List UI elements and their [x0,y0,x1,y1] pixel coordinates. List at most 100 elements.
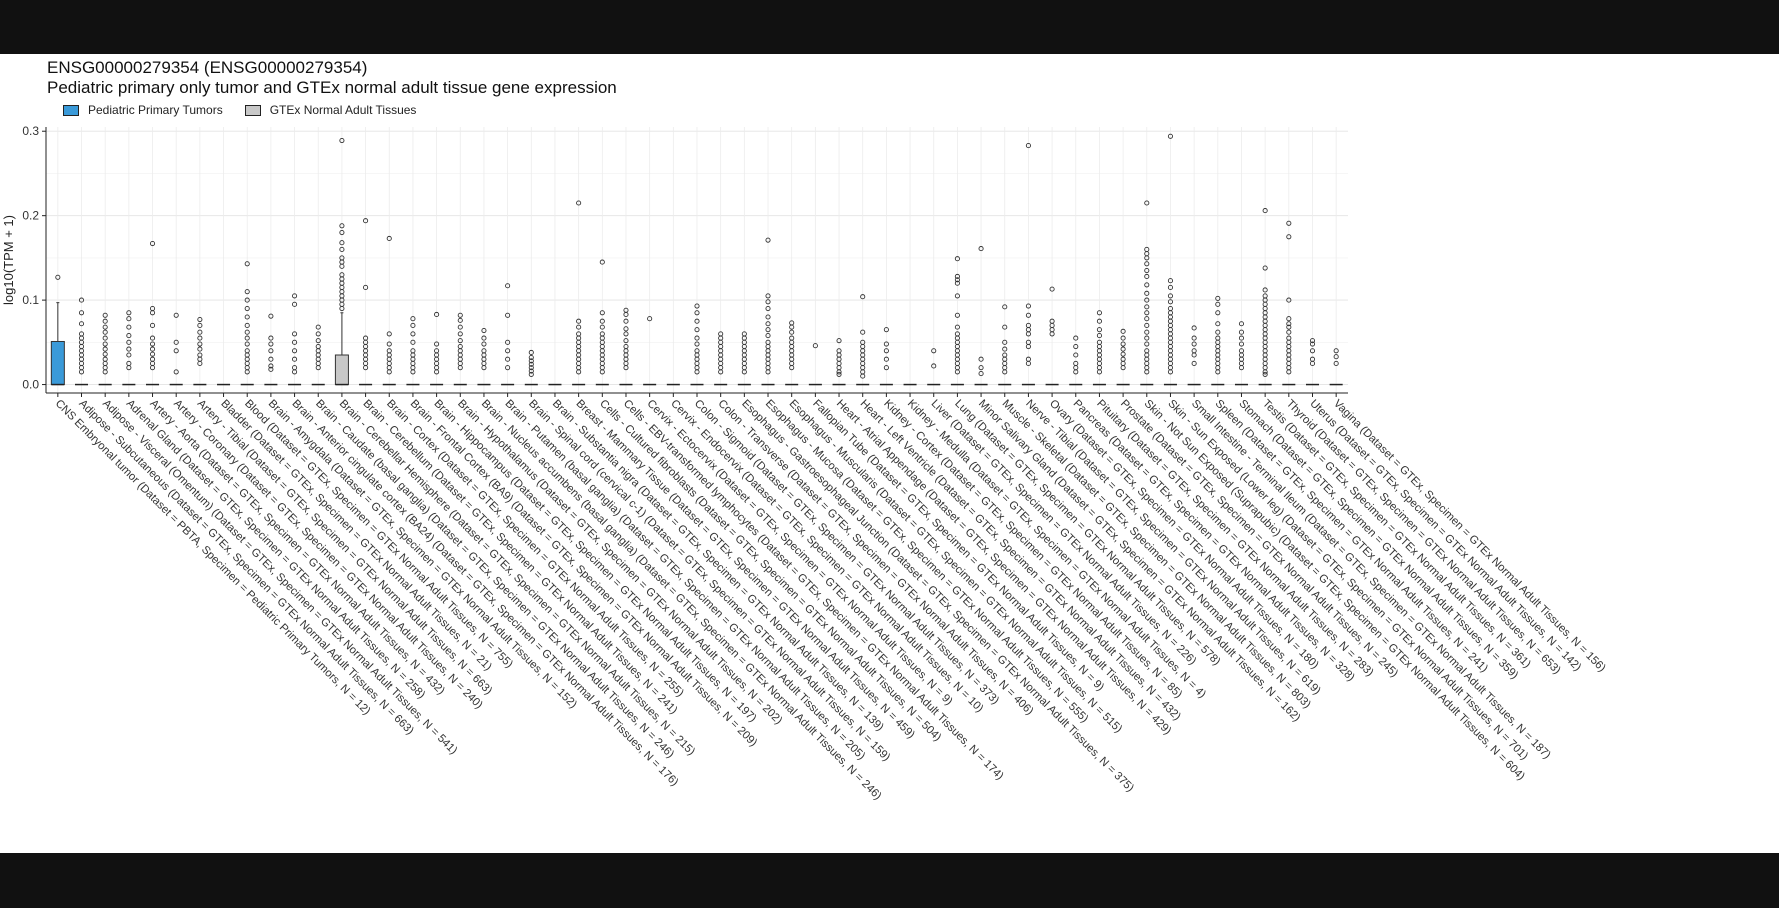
outlier-point [1262,371,1268,377]
outlier-point [1144,255,1150,261]
outlier-point [505,356,511,362]
outlier-point [599,369,605,375]
outlier-point [1144,329,1150,335]
outlier-point [528,365,534,371]
outlier-point [1025,360,1031,366]
outlier-point [363,284,369,290]
outlier-point [1215,310,1221,316]
outlier-point [481,341,487,347]
outlier-point [694,369,700,375]
outlier-point [126,352,132,358]
outlier-point [1096,310,1102,316]
outlier-point [1025,303,1031,309]
outlier-point [765,237,771,243]
outlier-point [1002,324,1008,330]
outlier-point [126,310,132,316]
outlier-point [789,324,795,330]
outlier-point [457,338,463,344]
outlier-point [789,329,795,335]
outlier-point [55,274,61,280]
outlier-point [694,310,700,316]
outlier-point [268,335,274,341]
outlier-point [339,306,345,312]
outlier-point [1144,261,1150,267]
outlier-point [978,365,984,371]
outlier-point [694,327,700,333]
outlier-point [149,346,156,352]
outlier-point [623,338,629,344]
box [334,354,349,386]
outlier-point [268,313,274,319]
outlier-point [126,324,132,330]
outlier-point [1002,304,1008,310]
outlier-point [244,261,250,267]
outlier-point [244,341,250,347]
outlier-point [102,346,108,352]
outlier-point [694,318,700,324]
outlier-point [292,339,298,345]
outlier-point [197,360,203,366]
outlier-point [1262,287,1268,293]
outlier-point [410,331,416,337]
outlier-point [363,365,369,371]
outlier-point [505,339,511,345]
outlier-point [244,289,250,295]
outlier-point [1144,282,1150,288]
outlier-point [244,314,250,320]
outlier-point [954,369,960,375]
outlier-point [173,348,179,354]
outlier-point [1167,369,1174,375]
y-tick-label: 0.3 [22,124,39,138]
outlier-point [1144,316,1150,322]
outlier-point [860,294,866,300]
outlier-point [1073,369,1079,375]
outlier-point [292,356,298,362]
legend-label-gtex: GTEx Normal Adult Tissues [269,103,417,117]
outlier-point [1238,321,1245,327]
outlier-point [244,369,250,375]
outlier-point [244,306,250,312]
outlier-point [505,283,511,289]
outlier-point [1120,365,1126,371]
outlier-point [434,341,440,347]
outlier-point [197,329,203,335]
y-tick-label: 0.2 [22,209,39,223]
outlier-point [1144,290,1150,296]
outlier-point [765,306,771,312]
outlier-point [765,293,771,299]
outlier-point [528,368,534,374]
outlier-point [126,365,132,371]
outlier-point [1025,312,1031,318]
outlier-point [386,235,392,242]
outlier-point [623,326,629,332]
outlier-point [102,329,108,335]
outlier-point [78,310,85,316]
outlier-point [1167,293,1174,299]
outlier-point [481,365,487,371]
outlier-point [1073,344,1079,350]
outlier-point [623,331,629,337]
outlier-point [1262,208,1268,214]
outlier-point [1167,284,1174,290]
outlier-point [954,273,960,280]
outlier-point [1191,341,1197,347]
outlier-point [883,341,889,347]
outlier-point [339,263,345,269]
outlier-point [315,338,321,344]
outlier-point [1049,331,1055,337]
outlier-point [1286,321,1292,327]
outlier-point [1215,329,1221,335]
outlier-point [860,329,866,335]
outlier-point [836,338,842,344]
outlier-point [1238,335,1245,341]
outlier-point [1262,265,1268,271]
outlier-point [268,366,274,372]
outlier-point [1238,329,1245,335]
outlier-point [339,137,345,144]
outlier-point [1144,369,1150,375]
outlier-point [481,335,487,341]
outlier-point [1333,348,1339,354]
legend-label-pediatric: Pediatric Primary Tumors [88,103,223,117]
outlier-point [623,311,629,318]
outlier-point [1002,339,1008,345]
